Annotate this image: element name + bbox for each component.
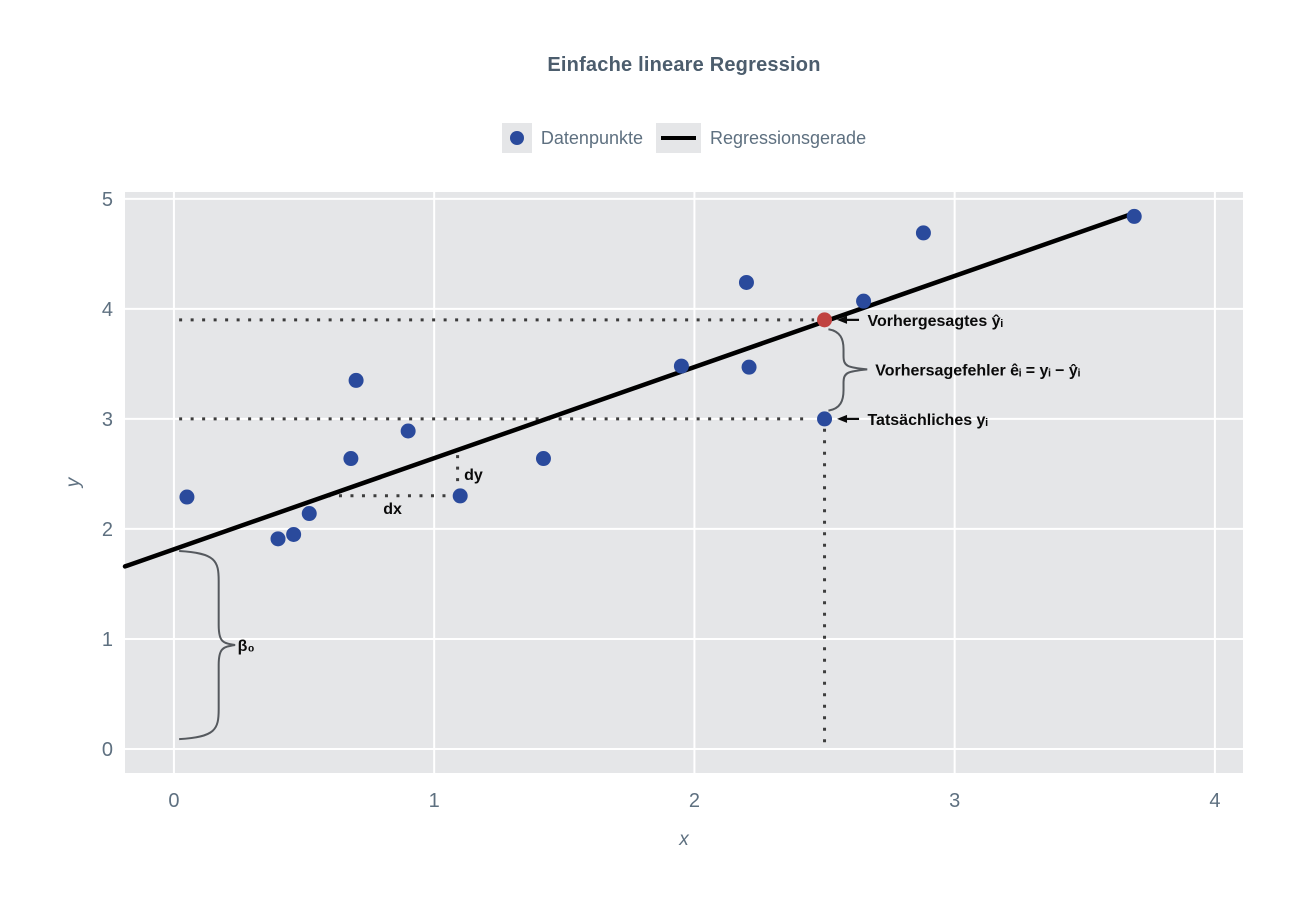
y-axis-title: y: [63, 476, 84, 489]
annotation-predicted: Vorhergesagtes ŷᵢ: [867, 313, 1002, 330]
y-tick-label: 0: [102, 739, 113, 761]
error-brace: [828, 328, 868, 412]
x-tick-label: 1: [429, 790, 440, 812]
actual-arrow-head: [837, 414, 848, 423]
data-point: [535, 451, 551, 467]
legend-item-datenpunkte[interactable]: Datenpunkte: [501, 123, 643, 153]
legend-item-regressionsgerade[interactable]: Regressionsgerade: [655, 123, 867, 153]
y-tick-label: 1: [102, 629, 113, 651]
data-point: [1126, 208, 1142, 224]
y-tick-label: 4: [102, 299, 113, 321]
annotation-beta0: β₀: [238, 638, 255, 655]
predicted-arrow-head: [837, 315, 848, 324]
line-sample-icon: [655, 123, 701, 153]
data-point: [915, 225, 931, 241]
data-point: [400, 423, 416, 439]
beta0-brace: [179, 549, 236, 741]
legend: Datenpunkte Regressionsgerade: [125, 121, 1243, 155]
legend-label: Datenpunkte: [540, 127, 643, 148]
data-point: [738, 274, 754, 290]
legend-label: Regressionsgerade: [709, 127, 867, 148]
annotation-actual: Tatsächliches yᵢ: [867, 412, 987, 429]
data-point: [286, 526, 302, 542]
chart-title: Einfache lineare Regression: [547, 54, 821, 76]
annotation-error: Vorhersagefehler êᵢ = yᵢ − ŷᵢ: [875, 362, 1080, 379]
x-tick-label: 4: [1209, 790, 1220, 812]
plot-area: [125, 192, 1243, 773]
data-point: [343, 451, 359, 467]
x-tick-label: 0: [168, 790, 179, 812]
data-point: [741, 359, 757, 375]
data-point: [179, 489, 195, 505]
y-tick-label: 2: [102, 519, 113, 541]
y-tick-label: 5: [102, 189, 113, 211]
data-point: [270, 531, 286, 547]
predicted-point: [817, 312, 833, 328]
data-point: [673, 358, 689, 374]
data-point: [301, 506, 317, 522]
scatter-marker-icon: [501, 123, 532, 153]
data-point: [452, 488, 468, 504]
x-axis-title: x: [678, 829, 690, 850]
x-tick-label: 2: [689, 790, 700, 812]
annotation-dx: dx: [383, 501, 402, 518]
annotation-dy: dy: [464, 467, 483, 484]
y-tick-label: 3: [102, 409, 113, 431]
x-tick-label: 3: [949, 790, 960, 812]
data-point: [817, 411, 833, 427]
data-point: [856, 293, 872, 309]
data-point: [348, 372, 364, 388]
regression-line: [122, 210, 1137, 569]
